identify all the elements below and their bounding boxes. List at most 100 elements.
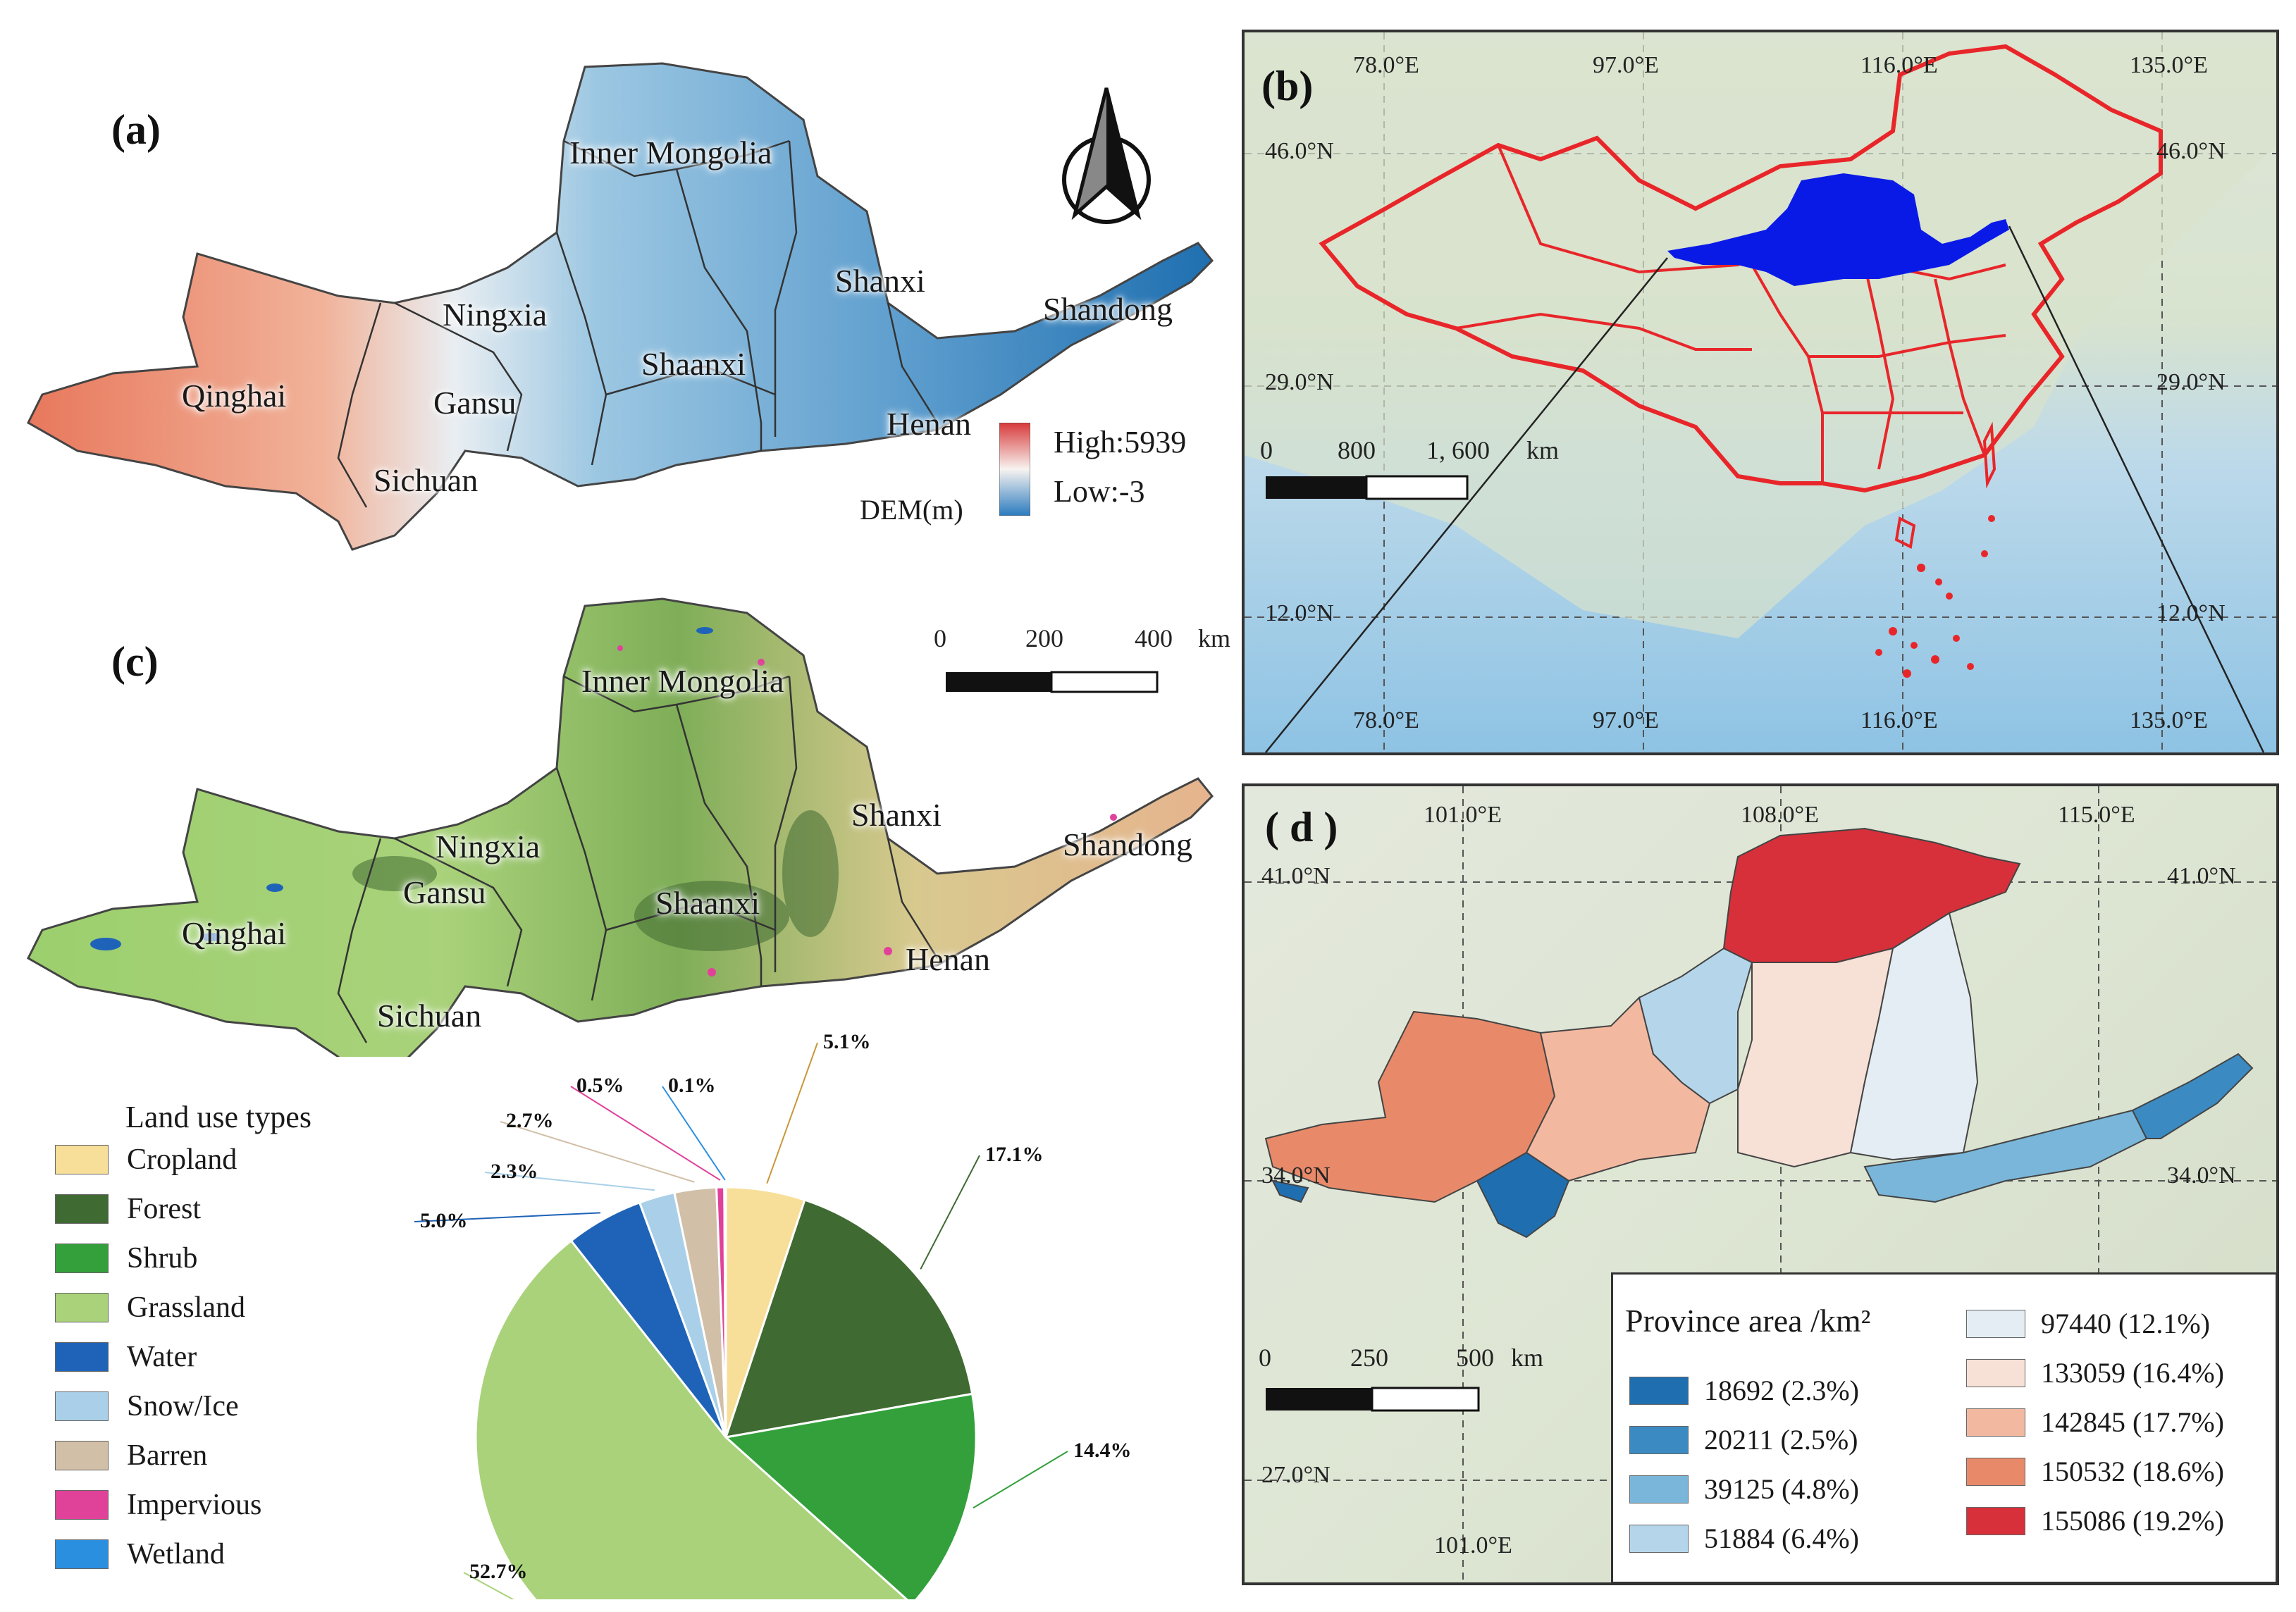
land-use-pie-chart: 5.1% 17.1% 14.4% 52.7% 5.0% 2.3% 2.7% 0.5% 0.1% xyxy=(414,1030,1132,1599)
province-shanxi-d xyxy=(1849,912,1979,1161)
b-lat-right-1: 29.0°N xyxy=(2156,369,2226,395)
pie-slice-grassland xyxy=(474,1239,908,1599)
label-gansu-a: Gansu xyxy=(433,385,517,421)
land-use-label: Wetland xyxy=(127,1538,225,1570)
pie-slice-shrub xyxy=(723,1392,977,1599)
south-china-sea-islands xyxy=(1875,515,1995,678)
scale-bar-b xyxy=(1266,475,1469,500)
land-use-swatch xyxy=(55,1145,109,1174)
land-use-legend-item: Wetland xyxy=(55,1537,225,1571)
yellow-river-basin-dem xyxy=(27,62,1214,551)
land-use-label: Impervious xyxy=(127,1489,262,1521)
label-shanxi-a: Shanxi xyxy=(835,263,925,299)
land-use-legend-title: Land use types xyxy=(125,1100,311,1134)
area-swatch xyxy=(1966,1309,2025,1338)
land-use-swatch xyxy=(55,1342,109,1372)
pie-data-label: 2.3% xyxy=(490,1160,538,1183)
pie-leader-line xyxy=(414,1212,601,1222)
land-use-legend-item: Water xyxy=(55,1340,197,1374)
area-value: 39125 (4.8%) xyxy=(1704,1473,1859,1505)
panel-label-a: (a) xyxy=(111,106,161,153)
area-legend-item: 133059 (16.4%) xyxy=(1966,1356,2224,1389)
land-use-label: Grassland xyxy=(127,1291,245,1324)
scale-d-unit: km xyxy=(1511,1344,1544,1372)
pie-leader-line xyxy=(920,1155,980,1270)
province-area-legend-title: Province area /km² xyxy=(1625,1303,1871,1339)
scale-a-tick-1: 200 xyxy=(1025,624,1063,652)
land-use-label: Snow/Ice xyxy=(127,1390,239,1422)
area-value: 155086 (19.2%) xyxy=(2041,1505,2224,1537)
d-lon-top-2: 115.0°E xyxy=(2058,802,2135,828)
b-lat-left-0: 46.0°N xyxy=(1265,138,1334,164)
scale-bar-a xyxy=(946,671,1159,693)
province-area-legend xyxy=(1611,1272,2276,1582)
area-swatch xyxy=(1629,1475,1689,1504)
province-borders-c xyxy=(337,675,939,1043)
province-area-svg xyxy=(1245,786,2276,1582)
b-lat-right-0: 46.0°N xyxy=(2156,138,2226,164)
zoom-line-left xyxy=(1265,257,1668,752)
land-use-label: Shrub xyxy=(127,1242,198,1275)
china-overview-map: 0 800 1, 600 km xyxy=(1242,30,2279,755)
pie-leader-line xyxy=(973,1451,1068,1509)
province-gansu-d xyxy=(1525,996,1711,1182)
b-lon-bottom-2: 116.0°E xyxy=(1860,707,1938,733)
label-shaanxi-c: Shaanxi xyxy=(655,885,760,921)
area-legend-item: 18692 (2.3%) xyxy=(1629,1374,1859,1407)
scale-d-tick-2: 500 xyxy=(1456,1344,1494,1372)
d-lat-right-0: 41.0°N xyxy=(2167,863,2236,889)
scale-d-tick-0: 0 xyxy=(1259,1344,1271,1372)
label-ningxia-a: Ningxia xyxy=(443,297,548,333)
land-use-label: Cropland xyxy=(127,1143,237,1176)
impervious-patches xyxy=(617,645,1117,976)
pie-leader-line xyxy=(463,1572,514,1599)
land-use-map xyxy=(27,597,1214,1057)
land-use-swatch xyxy=(55,1194,109,1224)
scale-a-tick-2: 400 xyxy=(1135,624,1173,652)
area-swatch xyxy=(1629,1376,1689,1405)
province-sichuan-d xyxy=(1476,1151,1570,1239)
pie-data-label: 52.7% xyxy=(469,1560,528,1583)
north-arrow-icon xyxy=(1062,87,1151,224)
land-use-swatch xyxy=(55,1293,109,1322)
d-lat-left-0: 41.0°N xyxy=(1261,863,1331,889)
area-swatch xyxy=(1966,1358,2025,1387)
yellow-river-basin-b xyxy=(1667,173,2009,286)
b-lat-left-1: 29.0°N xyxy=(1265,369,1334,395)
scale-b-tick-1: 800 xyxy=(1338,436,1376,464)
pie-leader-line xyxy=(766,1042,818,1184)
pie-data-label: 5.1% xyxy=(823,1030,871,1053)
label-inner-mongolia-c: Inner Mongolia xyxy=(581,663,784,699)
dem-title: DEM(m) xyxy=(860,494,963,526)
label-shandong-c: Shandong xyxy=(1063,826,1192,862)
scale-d-tick-1: 250 xyxy=(1350,1344,1388,1372)
area-value: 18692 (2.3%) xyxy=(1704,1375,1859,1406)
panel-label-d: ( d ) xyxy=(1265,804,1338,850)
china-map-svg xyxy=(1245,32,2276,752)
label-qinghai-c: Qinghai xyxy=(182,915,287,951)
d-lon-top-1: 108.0°E xyxy=(1741,802,1819,828)
b-lon-bottom-3: 135.0°E xyxy=(2130,707,2208,733)
pie-slice-wetland xyxy=(723,1186,727,1438)
label-ningxia-c: Ningxia xyxy=(436,829,541,864)
label-henan-c: Henan xyxy=(906,941,991,977)
dem-map xyxy=(27,62,1214,551)
label-shanxi-c: Shanxi xyxy=(851,797,942,833)
province-area-map: 0 250 500 km Province area /km² xyxy=(1242,783,2279,1585)
province-borders-a xyxy=(337,140,939,508)
forest-patches xyxy=(352,810,839,951)
area-legend-item: 155086 (19.2%) xyxy=(1966,1504,2224,1537)
pie-slice-forest xyxy=(724,1198,974,1439)
b-lon-top-0: 78.0°E xyxy=(1353,52,1419,78)
b-lat-left-2: 12.0°N xyxy=(1265,600,1334,626)
d-lat-right-1: 34.0°N xyxy=(2167,1162,2236,1189)
b-lon-top-2: 116.0°E xyxy=(1860,52,1938,78)
scale-b-unit: km xyxy=(1526,436,1560,464)
land-use-legend-item: Grassland xyxy=(55,1291,245,1325)
land-use-label: Barren xyxy=(127,1439,208,1472)
pie-data-label: 5.0% xyxy=(420,1209,468,1232)
label-shandong-a: Shandong xyxy=(1043,291,1173,327)
pie-data-label: 17.1% xyxy=(985,1143,1044,1166)
b-lon-bottom-1: 97.0°E xyxy=(1593,707,1659,733)
land-use-swatch xyxy=(55,1441,109,1470)
